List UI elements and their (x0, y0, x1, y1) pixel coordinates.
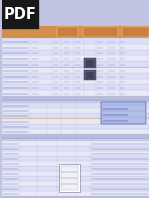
Bar (3, 79, 149, 84)
Bar (57, 27, 78, 37)
Bar (3, 151, 149, 156)
Bar (3, 176, 149, 181)
Bar (3, 166, 149, 171)
Bar (3, 26, 149, 198)
Bar (3, 67, 149, 68)
Bar (3, 55, 149, 61)
Bar (3, 61, 149, 67)
Bar (3, 141, 149, 146)
Bar (3, 196, 149, 198)
Bar (59, 164, 80, 192)
Bar (122, 27, 149, 37)
Bar (3, 181, 149, 186)
Bar (101, 102, 146, 124)
Bar (3, 67, 149, 73)
Bar (3, 50, 149, 55)
Bar (86, 71, 94, 78)
Text: PDF: PDF (4, 7, 37, 22)
Bar (3, 117, 149, 119)
Bar (3, 26, 149, 38)
Bar (3, 84, 149, 90)
Bar (86, 60, 94, 67)
Bar (3, 44, 149, 50)
Bar (3, 156, 149, 161)
Bar (3, 73, 149, 79)
Bar (3, 186, 149, 191)
Bar (3, 146, 149, 151)
Bar (3, 118, 149, 124)
Bar (3, 108, 149, 113)
Bar (3, 161, 149, 166)
Bar (3, 38, 149, 44)
Bar (3, 134, 149, 138)
Bar (60, 166, 78, 190)
Bar (3, 191, 149, 196)
Bar (84, 58, 96, 68)
Bar (83, 27, 118, 37)
Bar (84, 70, 96, 80)
Bar (3, 0, 38, 28)
Bar (3, 113, 149, 118)
Bar (3, 103, 149, 108)
Bar (3, 171, 149, 176)
Bar (3, 124, 149, 129)
Bar (3, 96, 149, 100)
Bar (3, 129, 149, 134)
Bar (3, 90, 149, 96)
